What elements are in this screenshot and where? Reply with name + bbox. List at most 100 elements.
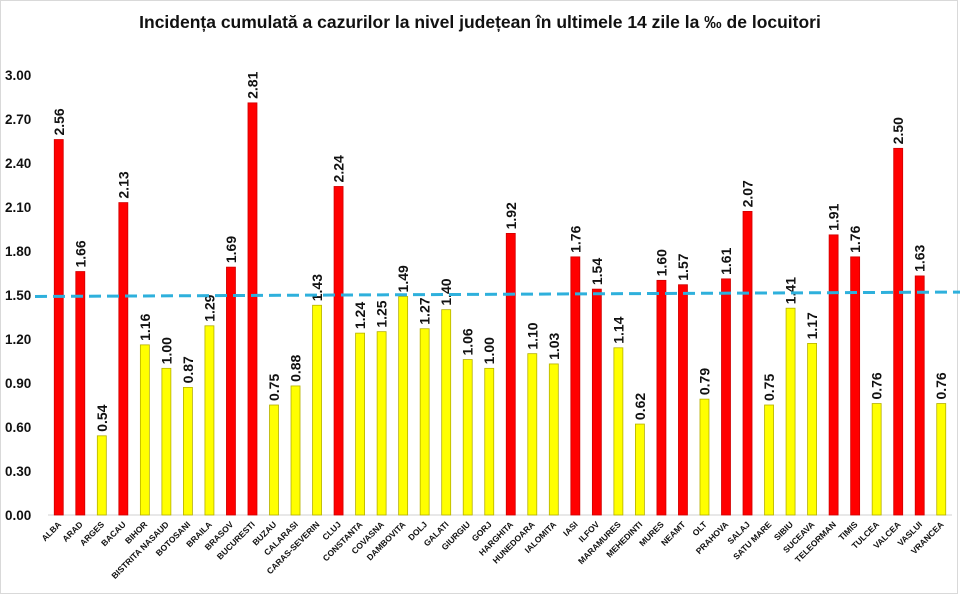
data-label: 2.81 [244,71,260,98]
data-label: 1.60 [653,249,669,276]
bar [441,309,452,516]
data-label: 2.07 [740,180,756,207]
data-label: 0.54 [94,404,110,431]
bar [139,344,150,516]
bar [75,271,86,516]
bar [96,435,107,516]
data-label: 1.41 [783,277,799,304]
y-tick-label: 1.20 [5,332,31,347]
data-label: 1.57 [675,253,691,280]
y-tick-label: 0.90 [5,376,31,391]
bar [548,363,559,516]
data-label: 1.40 [438,278,454,305]
data-label: 1.92 [503,202,519,229]
y-tick-label: 0.60 [5,420,31,435]
bar [333,186,344,516]
bar [742,210,753,516]
data-label: 1.49 [395,265,411,292]
bar [764,404,774,516]
data-label: 0.87 [180,356,196,383]
data-label: 1.43 [309,274,325,301]
bar [183,386,193,516]
y-tick-label: 1.80 [5,244,31,259]
data-label: 2.24 [331,155,347,182]
bar [312,304,322,516]
data-label: 0.62 [632,393,648,420]
data-label: 1.25 [374,300,390,327]
y-tick-label: 0.30 [5,464,31,479]
data-label: 2.50 [890,117,906,144]
bar [355,332,365,516]
data-label: 1.91 [826,203,842,230]
data-label: 1.03 [546,332,562,359]
data-label: 1.76 [847,225,863,252]
bar [785,307,796,516]
bar [269,404,279,516]
data-label: 1.24 [352,302,368,329]
bar [893,147,904,516]
bar [914,275,925,516]
data-label: 1.14 [610,316,626,343]
data-label: 2.56 [51,108,67,135]
bar [721,278,731,516]
bar [635,423,645,516]
data-label: 0.76 [933,372,949,399]
bar [247,102,258,516]
bar [290,385,301,516]
bar [419,328,430,516]
bar [936,403,947,516]
x-tick-label: ALBA [39,519,63,543]
data-label: 0.79 [696,368,712,395]
y-tick-label: 2.40 [5,156,31,171]
y-tick-label: 2.70 [5,112,31,127]
bar [462,359,473,516]
data-label: 1.69 [223,236,239,263]
data-label: 0.88 [288,354,304,381]
chart-title: Incidența cumulată a cazurilor la nivel … [139,12,821,32]
bar [591,288,602,516]
data-label: 1.29 [201,294,217,321]
y-tick-label: 0.00 [5,508,31,523]
bar [850,256,861,516]
data-label: 0.75 [266,374,282,401]
bar [678,284,688,516]
data-label: 2.13 [115,171,131,198]
bar [613,347,624,516]
bar [570,256,581,516]
data-label: 1.00 [158,337,174,364]
data-label: 1.66 [72,240,88,267]
bar [376,331,387,516]
x-tick-label: NEAMT [659,519,688,548]
bar [118,202,129,516]
bar [204,325,215,516]
y-tick-label: 3.00 [5,68,31,83]
reference-line [34,290,960,298]
bar [484,367,495,516]
data-label: 0.76 [869,372,885,399]
bar [656,279,667,516]
y-tick-label: 2.10 [5,200,31,215]
data-label: 1.76 [567,225,583,252]
bar [226,266,236,516]
bar [505,232,516,516]
data-label: 1.10 [524,322,540,349]
bar [53,139,64,516]
bar [527,353,538,516]
data-label: 0.75 [761,374,777,401]
data-label: 1.16 [137,313,153,340]
data-label: 1.61 [718,247,734,274]
bar [828,234,839,516]
bar [871,403,882,516]
bar [161,367,172,516]
bar [807,342,817,516]
data-label: 1.27 [417,297,433,324]
bar [699,398,710,516]
data-label: 1.00 [481,337,497,364]
data-label: 1.63 [912,244,928,271]
data-label: 1.54 [589,258,605,285]
data-label: 1.17 [804,312,820,339]
data-label: 1.06 [460,328,476,355]
y-tick-label: 1.50 [5,288,31,303]
